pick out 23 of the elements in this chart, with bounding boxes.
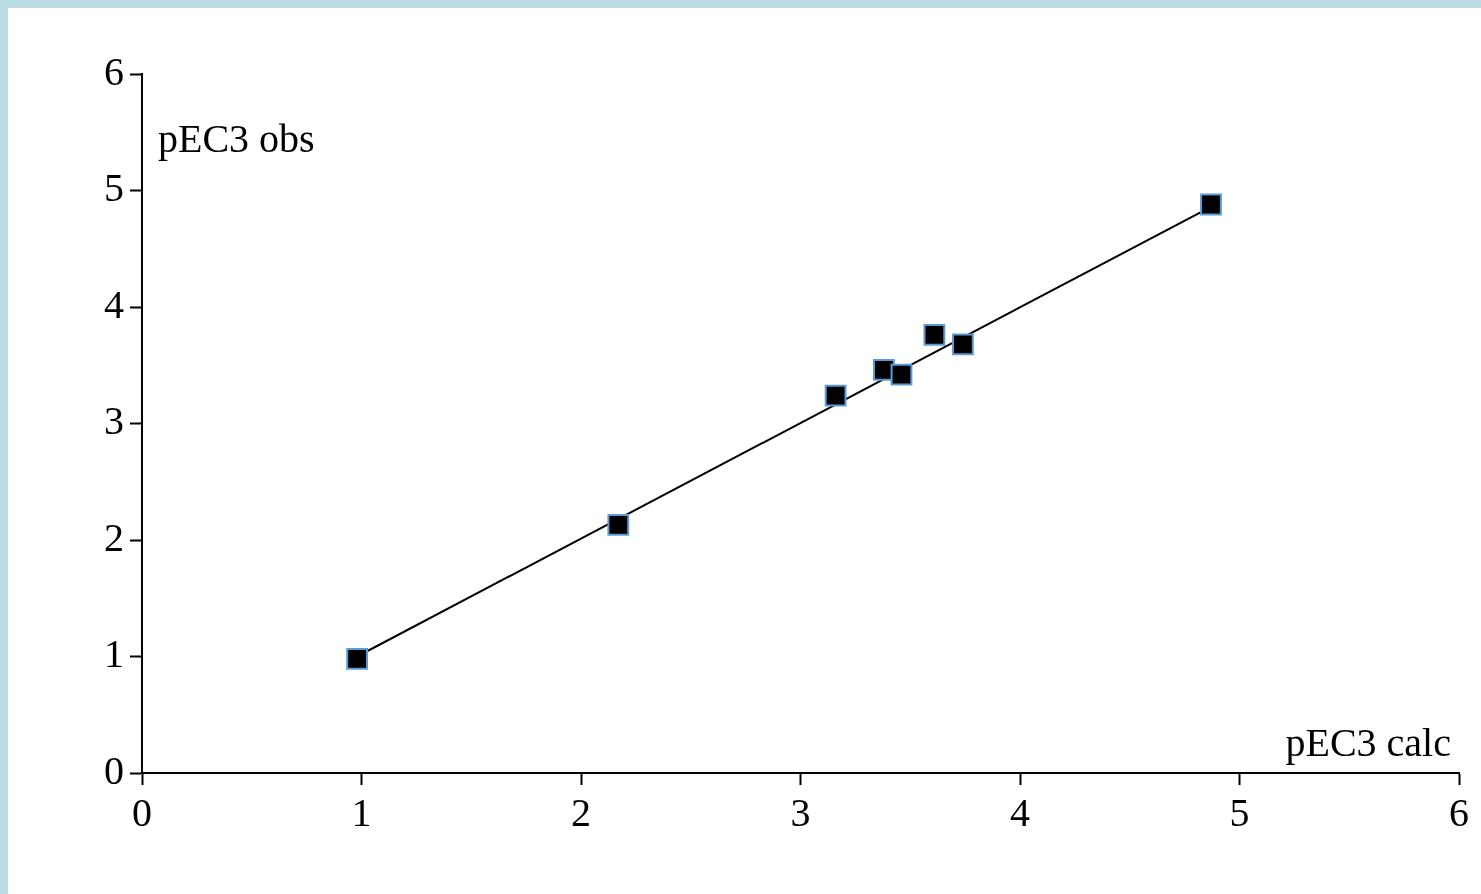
y-tick-label: 0	[104, 747, 124, 793]
point	[346, 647, 369, 670]
x-tick-label: 4	[1010, 789, 1030, 835]
x-tick-label: 0	[132, 789, 152, 835]
x-tick-label: 5	[1229, 789, 1250, 835]
x-tick-label: 1	[351, 789, 372, 835]
point	[607, 513, 630, 536]
y-tick-label: 2	[104, 514, 124, 560]
x-tick-label: 6	[1449, 789, 1469, 835]
y-tick-label: 3	[104, 398, 124, 443]
y-axis-title: pEC3 obs	[158, 115, 315, 161]
y-tick-label: 1	[104, 631, 124, 676]
y-tick-label: 4	[104, 281, 124, 327]
point	[1200, 193, 1222, 216]
point	[824, 384, 847, 407]
x-axis-title: pEC3 calc	[1285, 719, 1451, 765]
x-tick-label: 2	[571, 789, 591, 835]
point	[923, 324, 946, 346]
y-tick-label: 6	[104, 48, 124, 94]
x-tick-label: 3	[790, 789, 811, 835]
point	[890, 363, 913, 386]
y-tick-label: 5	[104, 165, 124, 210]
point	[952, 333, 974, 356]
